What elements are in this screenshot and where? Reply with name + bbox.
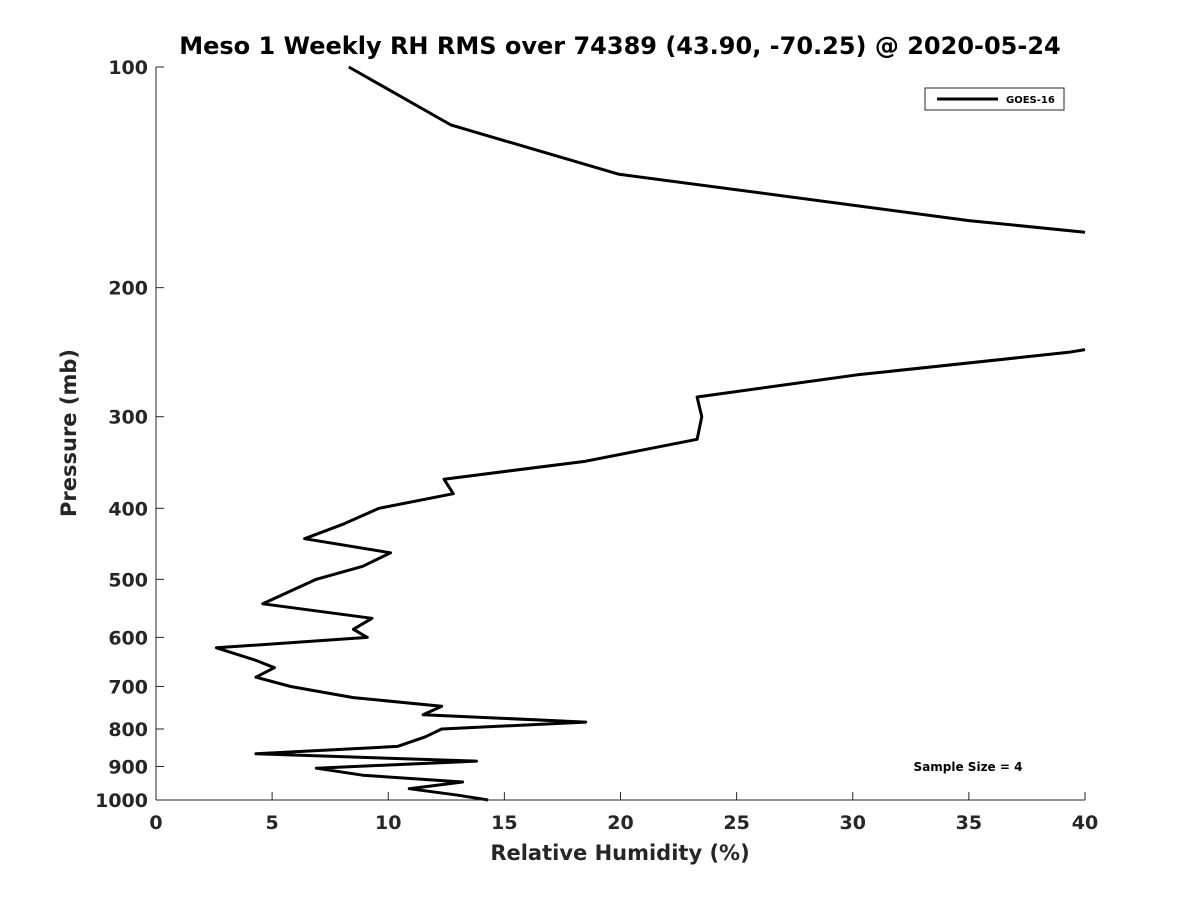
y-tick-label: 400 <box>108 498 148 520</box>
y-tick-label: 500 <box>108 569 148 591</box>
legend: GOES-16 <box>924 87 1065 111</box>
plot-area <box>156 67 1085 800</box>
series-line-goes-16 <box>348 65 1086 234</box>
series-layer <box>214 65 1086 802</box>
x-tick-label: 30 <box>840 812 866 834</box>
y-tick-label: 800 <box>108 719 148 741</box>
series-line-goes-16 <box>214 348 1086 802</box>
y-tick-label: 100 <box>108 57 148 79</box>
x-tick-label: 35 <box>956 812 982 834</box>
x-tick-label: 5 <box>266 812 279 834</box>
x-tick-label: 15 <box>491 812 517 834</box>
y-tick-label: 900 <box>108 756 148 778</box>
x-tick-label: 10 <box>375 812 401 834</box>
x-axis-label: Relative Humidity (%) <box>490 841 749 865</box>
sample-size-annotation: Sample Size = 4 <box>914 760 1023 774</box>
y-tick-label: 1000 <box>95 790 148 812</box>
x-tick-label: 40 <box>1072 812 1098 834</box>
y-tick-label: 600 <box>108 627 148 649</box>
y-tick-label: 200 <box>108 278 148 300</box>
x-tick-label: 0 <box>149 812 162 834</box>
y-axis-label: Pressure (mb) <box>57 349 81 517</box>
x-tick-label: 20 <box>607 812 633 834</box>
y-ticks: 100 200 300 400 500 600 700 800 900 1000 <box>95 57 164 812</box>
x-ticks: 0 5 10 15 20 25 30 35 40 <box>149 792 1098 834</box>
x-tick-label: 25 <box>723 812 749 834</box>
chart-title: Meso 1 Weekly RH RMS over 74389 (43.90, … <box>179 32 1061 60</box>
y-tick-label: 300 <box>108 407 148 429</box>
legend-label-goes-16: GOES-16 <box>1006 95 1055 106</box>
y-tick-label: 700 <box>108 676 148 698</box>
